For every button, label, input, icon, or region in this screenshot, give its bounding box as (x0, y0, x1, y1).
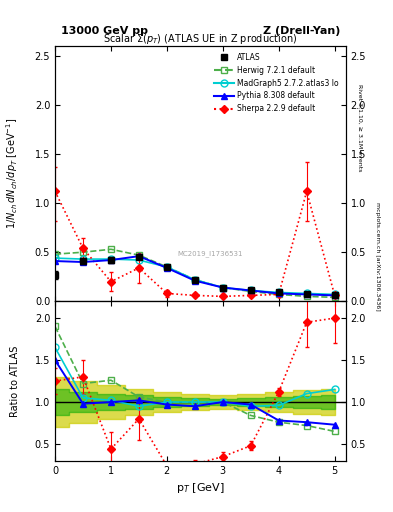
Legend: ATLAS, Herwig 7.2.1 default, MadGraph5 2.7.2.atlas3 lo, Pythia 8.308 default, Sh: ATLAS, Herwig 7.2.1 default, MadGraph5 2… (211, 50, 342, 116)
Title: Scalar $\Sigma(p_T)$ (ATLAS UE in Z production): Scalar $\Sigma(p_T)$ (ATLAS UE in Z prod… (103, 32, 298, 46)
Text: MC2019_I1736531: MC2019_I1736531 (177, 250, 242, 257)
X-axis label: p$_T$ [GeV]: p$_T$ [GeV] (176, 481, 225, 495)
Text: Rivet 3.1.10, ≥ 3.1M events: Rivet 3.1.10, ≥ 3.1M events (358, 84, 363, 172)
Text: Z (Drell-Yan): Z (Drell-Yan) (263, 26, 340, 36)
Text: 13000 GeV pp: 13000 GeV pp (61, 26, 148, 36)
Y-axis label: Ratio to ATLAS: Ratio to ATLAS (10, 346, 20, 417)
Y-axis label: $1/N_{ch}\,dN_{ch}/dp_T$ [GeV$^{-1}$]: $1/N_{ch}\,dN_{ch}/dp_T$ [GeV$^{-1}$] (4, 118, 20, 229)
Text: mcplots.cern.ch [arXiv:1306.3436]: mcplots.cern.ch [arXiv:1306.3436] (375, 202, 380, 310)
